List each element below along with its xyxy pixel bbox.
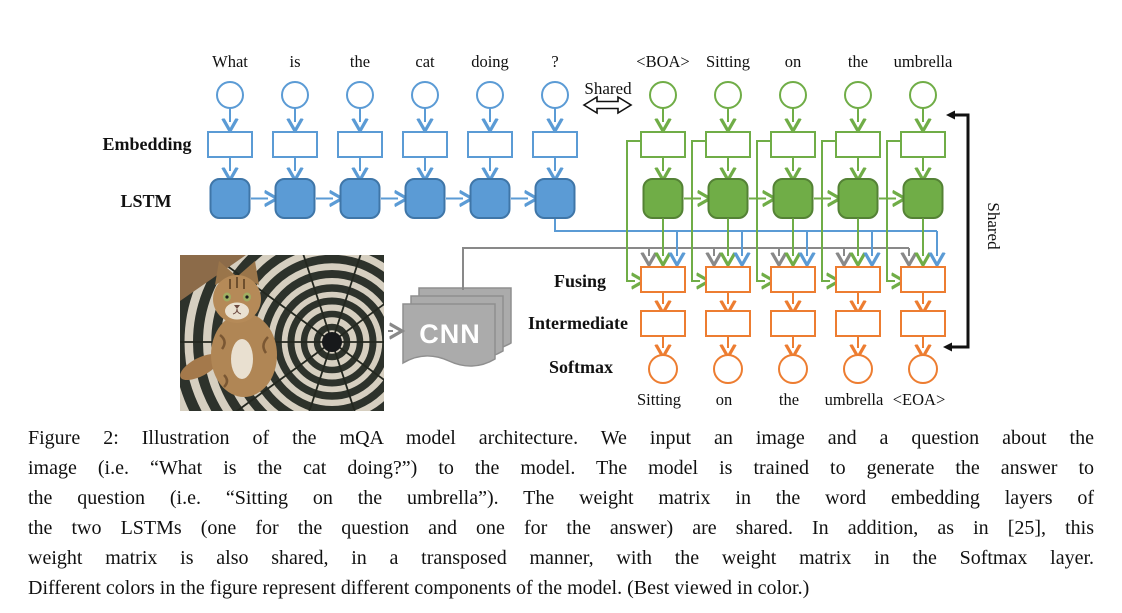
question-word-circle bbox=[216, 81, 244, 109]
caption-line: the two LSTMs (one for the question and … bbox=[28, 517, 1094, 539]
caption-line: Different colors in the figure represent… bbox=[28, 577, 810, 599]
softmax-layer-label: Softmax bbox=[549, 357, 613, 377]
lstm-layer-label: LSTM bbox=[120, 191, 171, 211]
photo-content bbox=[180, 255, 384, 411]
shared-bracket-top-arrow-icon bbox=[946, 110, 955, 120]
answer-word-label: <BOA> bbox=[636, 52, 689, 71]
answer-embedding-box bbox=[705, 131, 751, 158]
answer-embedding-box bbox=[835, 131, 881, 158]
embedding-to-fusing-elbow bbox=[756, 140, 771, 281]
question-embedding-box bbox=[467, 131, 513, 158]
caption-line: weight matrix is also shared, in a trans… bbox=[28, 547, 1094, 569]
question-embedding-box bbox=[532, 131, 578, 158]
question-word-circle bbox=[476, 81, 504, 109]
question-word-label: cat bbox=[415, 52, 435, 71]
answer-word-circle bbox=[844, 81, 872, 109]
softmax-circle bbox=[648, 354, 678, 384]
answer-lstm-cell bbox=[642, 178, 684, 219]
softmax-circle bbox=[778, 354, 808, 384]
question-embedding-box bbox=[272, 131, 318, 158]
question-embedding-box bbox=[207, 131, 253, 158]
tabby-cat bbox=[180, 261, 277, 397]
intermediate-layer-label: Intermediate bbox=[528, 313, 628, 333]
umbrella-hub bbox=[322, 332, 342, 352]
question-lstm-cell bbox=[404, 178, 446, 219]
embedding-to-fusing-elbow bbox=[691, 140, 706, 281]
question-embedding-box bbox=[337, 131, 383, 158]
output-word-label: Sitting bbox=[637, 390, 681, 409]
cnn-label: CNN bbox=[419, 319, 481, 349]
answer-word-circle bbox=[649, 81, 677, 109]
mqa-architecture-diagram: CNN What is the cat doing? <BOA> Sitting Sittin… bbox=[102, 52, 1003, 411]
question-embedding-box bbox=[402, 131, 448, 158]
question-lstm-cell bbox=[274, 178, 316, 219]
question-word-circle bbox=[541, 81, 569, 109]
answer-embedding-box bbox=[770, 131, 816, 158]
answer-lstm-cell bbox=[837, 178, 879, 219]
answer-word-label: the bbox=[848, 52, 868, 71]
answer-embedding-box bbox=[640, 131, 686, 158]
answer-lstm-cell bbox=[772, 178, 814, 219]
fusing-box bbox=[835, 266, 881, 293]
cnn-stack: CNN bbox=[402, 287, 512, 367]
answer-embedding-box bbox=[900, 131, 946, 158]
embedding-to-fusing-elbow bbox=[886, 140, 901, 281]
shared-double-arrow-icon bbox=[582, 95, 633, 115]
answer-word-circle bbox=[779, 81, 807, 109]
answer-word-circle bbox=[714, 81, 742, 109]
fusing-box bbox=[705, 266, 751, 293]
output-word-label: umbrella bbox=[825, 390, 884, 409]
caption-line: Figure 2: Illustration of the mQA model … bbox=[28, 427, 1094, 449]
answer-word-label: umbrella bbox=[894, 52, 953, 71]
question-word-circle bbox=[411, 81, 439, 109]
output-word-label: on bbox=[716, 390, 733, 409]
fusing-box bbox=[770, 266, 816, 293]
answer-word-label: Sitting bbox=[706, 52, 750, 71]
embedding-layer-label: Embedding bbox=[102, 134, 191, 154]
shared-bracket-line bbox=[951, 113, 970, 349]
fusing-layer-label: Fusing bbox=[554, 271, 606, 291]
caption-line: image (i.e. “What is the cat doing?”) to… bbox=[28, 457, 1094, 479]
intermediate-box bbox=[835, 310, 881, 337]
question-word-label: What bbox=[212, 52, 248, 71]
question-lstm-cell bbox=[534, 178, 576, 219]
intermediate-box bbox=[640, 310, 686, 337]
question-word-circle bbox=[281, 81, 309, 109]
output-word-label: the bbox=[779, 390, 799, 409]
columns-layer: What is the cat doing? <BOA> Sitting Sitting on o… bbox=[207, 52, 953, 409]
softmax-circle bbox=[713, 354, 743, 384]
answer-word-circle bbox=[909, 81, 937, 109]
fusing-box bbox=[640, 266, 686, 293]
wood-floor-corner bbox=[180, 255, 246, 301]
question-word-label: ? bbox=[551, 52, 558, 71]
softmax-circle bbox=[843, 354, 873, 384]
embedding-to-fusing-elbow bbox=[821, 140, 836, 281]
intermediate-box bbox=[770, 310, 816, 337]
caption-line: the question (i.e. “Sitting on the umbre… bbox=[28, 487, 1094, 509]
intermediate-box bbox=[900, 310, 946, 337]
question-word-label: doing bbox=[471, 52, 509, 71]
answer-lstm-cell bbox=[902, 178, 944, 219]
shared-right-label: Shared bbox=[984, 202, 1003, 250]
intermediate-box bbox=[705, 310, 751, 337]
question-lstm-cell bbox=[209, 178, 251, 219]
shared-bracket-bottom-arrow-icon bbox=[943, 342, 952, 352]
answer-word-label: on bbox=[785, 52, 802, 71]
shared-top-label: Shared bbox=[584, 79, 632, 98]
figure-caption: Figure 2: Illustration of the mQA model … bbox=[28, 423, 1094, 603]
cnn-to-fusing-line bbox=[462, 247, 909, 290]
cat-on-umbrella-photo bbox=[180, 255, 384, 411]
question-lstm-cell bbox=[469, 178, 511, 219]
answer-lstm-cell bbox=[707, 178, 749, 219]
question-word-circle bbox=[346, 81, 374, 109]
softmax-circle bbox=[908, 354, 938, 384]
question-word-label: the bbox=[350, 52, 370, 71]
output-word-label: <EOA> bbox=[893, 390, 946, 409]
question-word-label: is bbox=[289, 52, 300, 71]
fusing-box bbox=[900, 266, 946, 293]
embedding-to-fusing-elbow bbox=[626, 140, 641, 281]
question-lstm-to-fusing-line bbox=[554, 218, 937, 232]
question-lstm-cell bbox=[339, 178, 381, 219]
